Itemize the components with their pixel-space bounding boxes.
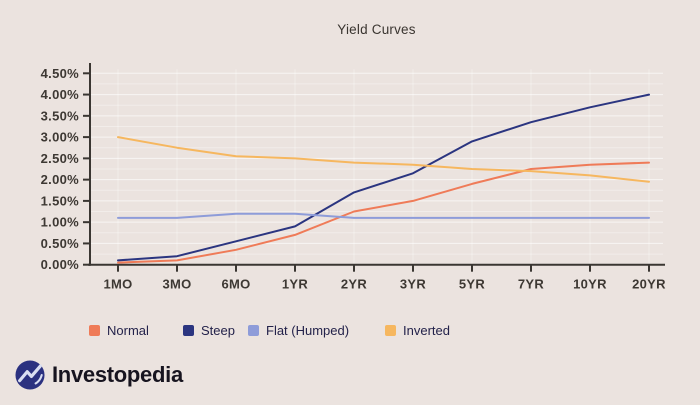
y-tick-label: 3.50%: [41, 108, 80, 123]
x-tick-label: 5YR: [459, 277, 486, 292]
x-tick-label: 1YR: [282, 277, 309, 292]
chart-title: Yield Curves: [337, 22, 416, 37]
x-tick-label: 1MO: [103, 277, 132, 292]
x-tick-label: 3MO: [162, 277, 191, 292]
yield-curves-chart: 4.50% 4.00% 3.50% 3.00% 2.50% 2.00% 1.50% 1.00%…: [41, 63, 666, 292]
legend-label: Steep: [201, 322, 235, 338]
legend-item-flat-humped: Flat (Humped): [248, 322, 349, 338]
investopedia-logo: Investopedia: [15, 360, 183, 390]
legend-label: Flat (Humped): [266, 322, 350, 338]
x-tick-label: 2YR: [341, 277, 368, 292]
y-tick-label: 2.00%: [41, 172, 80, 187]
chart-legend: Normal Steep Flat (Humped) Inverted: [0, 322, 700, 342]
legend-label: Inverted: [403, 322, 450, 338]
legend-swatch-icon: [385, 324, 396, 336]
legend-swatch-icon: [183, 324, 194, 336]
y-tick-label: 1.00%: [41, 215, 80, 230]
series-line-inverted: [117, 136, 650, 183]
series-line-steep: [117, 93, 650, 262]
x-tick-label: 6MO: [221, 277, 250, 292]
x-tick-label: 3YR: [400, 277, 427, 292]
y-tick-label: 4.50%: [41, 66, 80, 81]
y-tick-label: 2.50%: [41, 151, 80, 166]
legend-swatch-icon: [89, 324, 100, 336]
y-tick-label: 3.00%: [41, 130, 80, 145]
y-tick-label: 4.00%: [41, 87, 80, 102]
x-tick-label: 10YR: [573, 277, 607, 292]
legend-label: Normal: [107, 322, 149, 338]
x-tick-label: 7YR: [518, 277, 545, 292]
legend-item-inverted: Inverted: [385, 322, 450, 338]
series-line-normal: [117, 161, 650, 264]
y-tick-label: 1.50%: [41, 193, 80, 208]
legend-item-normal: Normal: [89, 322, 149, 338]
legend-item-steep: Steep: [183, 322, 235, 338]
investopedia-logo-icon: [15, 360, 45, 390]
y-tick-label: 0.00%: [41, 257, 80, 272]
y-tick-label: 0.50%: [41, 236, 80, 251]
x-tick-label: 20YR: [632, 277, 666, 292]
investopedia-logo-text: Investopedia: [52, 362, 183, 387]
series-line-flat-humped: [117, 212, 650, 219]
legend-swatch-icon: [248, 324, 259, 336]
